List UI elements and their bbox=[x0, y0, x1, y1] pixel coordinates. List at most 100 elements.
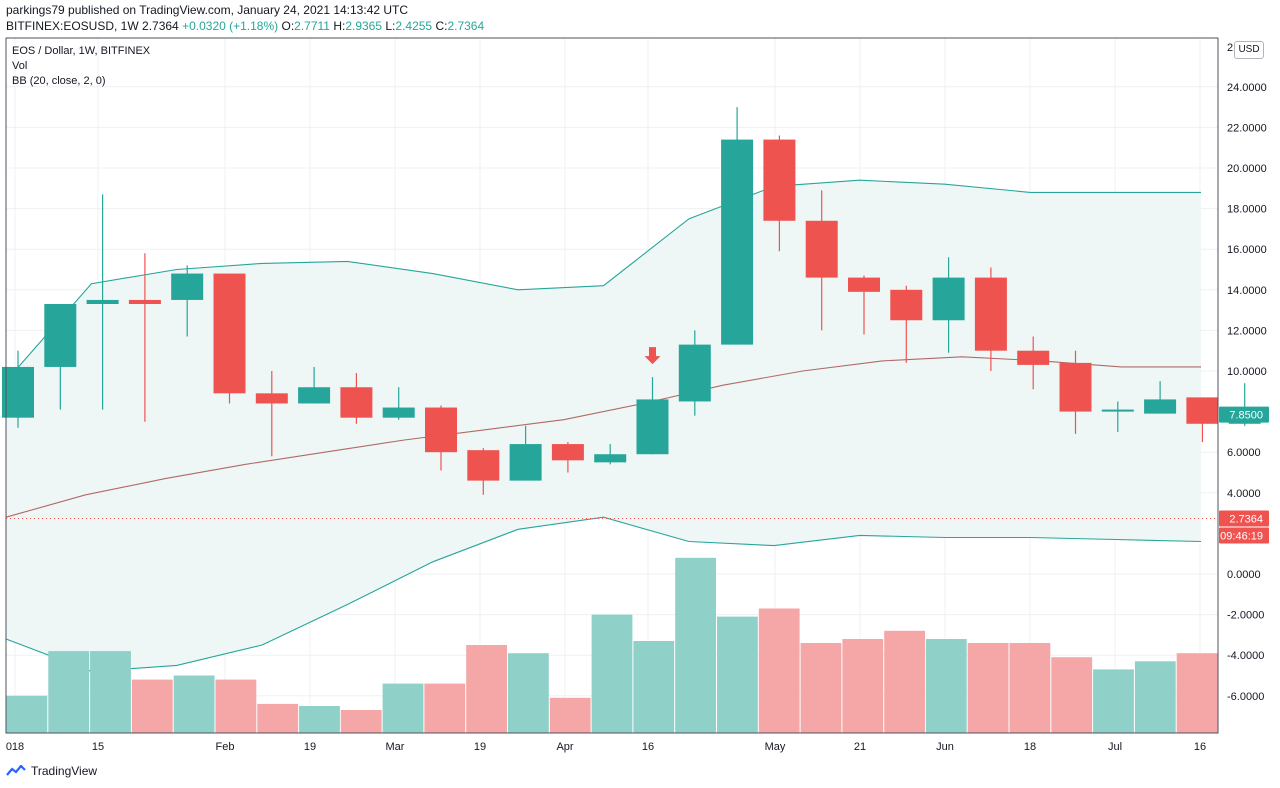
volume-bar bbox=[340, 710, 382, 733]
volume-bar bbox=[299, 706, 340, 733]
y-tick-label: 22.0000 bbox=[1227, 122, 1267, 134]
volume-bar bbox=[1051, 657, 1093, 733]
candle-body bbox=[763, 139, 796, 221]
y-tick-label: 12.0000 bbox=[1227, 325, 1267, 337]
x-tick-label: Mar bbox=[386, 741, 405, 753]
y-tick-label: 16.0000 bbox=[1227, 244, 1267, 256]
volume-bar bbox=[424, 683, 466, 733]
volume-bar bbox=[48, 651, 90, 733]
y-tick-label: 2 bbox=[1227, 42, 1233, 54]
x-tick-label: Jun bbox=[936, 741, 954, 753]
candle-body bbox=[171, 273, 204, 300]
symbol: BITFINEX:EOSUSD, 1W bbox=[6, 19, 139, 33]
x-tick-label: 19 bbox=[304, 741, 316, 753]
low-label: L: bbox=[385, 19, 396, 33]
lower-band-badge: 2.7364 bbox=[1229, 513, 1263, 525]
volume-bar bbox=[1009, 643, 1051, 733]
last-price-badge: 7.8500 bbox=[1229, 410, 1263, 422]
candles bbox=[2, 107, 1261, 495]
volume-bar bbox=[1134, 661, 1176, 733]
volume-bar bbox=[591, 614, 633, 733]
bollinger-lower bbox=[5, 516, 1202, 672]
open-label: O: bbox=[281, 19, 295, 33]
x-tick-label: 19 bbox=[474, 741, 486, 753]
axes: 24.000022.000020.000018.000016.000014.00… bbox=[6, 42, 1269, 753]
y-tick-label: -2.0000 bbox=[1227, 610, 1264, 622]
candle-body bbox=[44, 304, 77, 367]
volume-bar bbox=[131, 679, 173, 733]
bollinger-bands bbox=[5, 179, 1218, 672]
volume-bar bbox=[6, 695, 48, 733]
volume-bar bbox=[508, 653, 549, 733]
x-tick-label: 18 bbox=[1024, 741, 1036, 753]
volume-bar bbox=[549, 697, 591, 733]
bollinger-upper bbox=[5, 179, 1201, 382]
candle-body bbox=[1186, 397, 1219, 424]
x-tick-label: 16 bbox=[642, 741, 654, 753]
legend-bb: BB (20, close, 2, 0) bbox=[12, 75, 106, 87]
volume-bar bbox=[173, 675, 215, 733]
volume-bar bbox=[1176, 653, 1218, 733]
volume-bar bbox=[90, 651, 131, 733]
candle-body bbox=[213, 273, 246, 394]
candle-body bbox=[1144, 399, 1177, 414]
x-tick-label: 018 bbox=[6, 741, 24, 753]
x-tick-label: Apr bbox=[556, 741, 573, 753]
y-tick-label: 20.0000 bbox=[1227, 163, 1267, 175]
candle-body bbox=[255, 393, 288, 404]
open-value: 2.7711 bbox=[294, 19, 330, 33]
candle-body bbox=[974, 277, 1007, 351]
countdown-badge: 09:46:19 bbox=[1220, 530, 1263, 542]
candle-body bbox=[932, 277, 965, 321]
volume-bar bbox=[215, 679, 257, 733]
x-tick-label: May bbox=[765, 741, 786, 753]
candle-body bbox=[594, 454, 627, 463]
countdown-badge-bg bbox=[1219, 527, 1269, 544]
volume-bar bbox=[758, 608, 800, 733]
y-tick-label: -6.0000 bbox=[1227, 691, 1264, 703]
x-tick-label: 16 bbox=[1194, 741, 1206, 753]
volume-bar bbox=[675, 557, 716, 733]
candle-body bbox=[467, 450, 500, 481]
legend: EOS / Dollar, 1W, BITFINEX Vol BB (20, c… bbox=[12, 45, 151, 87]
y-tick-label: 24.0000 bbox=[1227, 82, 1267, 94]
high-value: 2.9365 bbox=[345, 19, 383, 33]
high-label: H: bbox=[333, 19, 346, 33]
candle-body bbox=[340, 387, 373, 418]
volume-bar bbox=[967, 643, 1009, 733]
candle-body bbox=[890, 289, 923, 321]
candle-body bbox=[551, 444, 584, 461]
volume-bar bbox=[466, 645, 507, 733]
bollinger-fill bbox=[6, 180, 1201, 672]
candle-body bbox=[1101, 409, 1134, 412]
bollinger-basis bbox=[5, 356, 1201, 518]
currency-button[interactable]: USD bbox=[1234, 41, 1264, 59]
low-value: 2.4255 bbox=[395, 19, 433, 33]
volume-bar bbox=[884, 630, 925, 733]
ohlc-line: BITFINEX:EOSUSD, 1W 2.7364 +0.0320 (+1.1… bbox=[6, 19, 484, 33]
y-tick-label: 10.0000 bbox=[1227, 366, 1267, 378]
y-tick-label: 4.0000 bbox=[1227, 488, 1261, 500]
volume-bar bbox=[925, 639, 967, 733]
candle-body bbox=[128, 299, 161, 305]
y-tick-label: 14.0000 bbox=[1227, 285, 1267, 297]
volume-bar bbox=[1093, 669, 1134, 733]
last-price-badge-bg bbox=[1219, 406, 1269, 423]
y-tick-label: 6.0000 bbox=[1227, 447, 1261, 459]
candle-body bbox=[721, 139, 754, 345]
legend-title: EOS / Dollar, 1W, BITFINEX bbox=[12, 45, 151, 57]
candle-body bbox=[636, 399, 669, 455]
lower-band-badge-bg bbox=[1219, 510, 1269, 527]
volume-bar bbox=[257, 703, 299, 733]
volume-bar bbox=[382, 683, 424, 733]
x-tick-label: Feb bbox=[216, 741, 235, 753]
x-tick-label: 15 bbox=[92, 741, 104, 753]
candle-body bbox=[678, 344, 711, 402]
candle-body bbox=[2, 366, 34, 418]
candle-body bbox=[1017, 350, 1050, 365]
last-price: 2.7364 bbox=[142, 19, 179, 33]
y-tick-label: 0.0000 bbox=[1227, 569, 1261, 581]
price-change: +0.0320 (+1.18%) bbox=[182, 19, 279, 33]
close-label: C: bbox=[435, 19, 448, 33]
